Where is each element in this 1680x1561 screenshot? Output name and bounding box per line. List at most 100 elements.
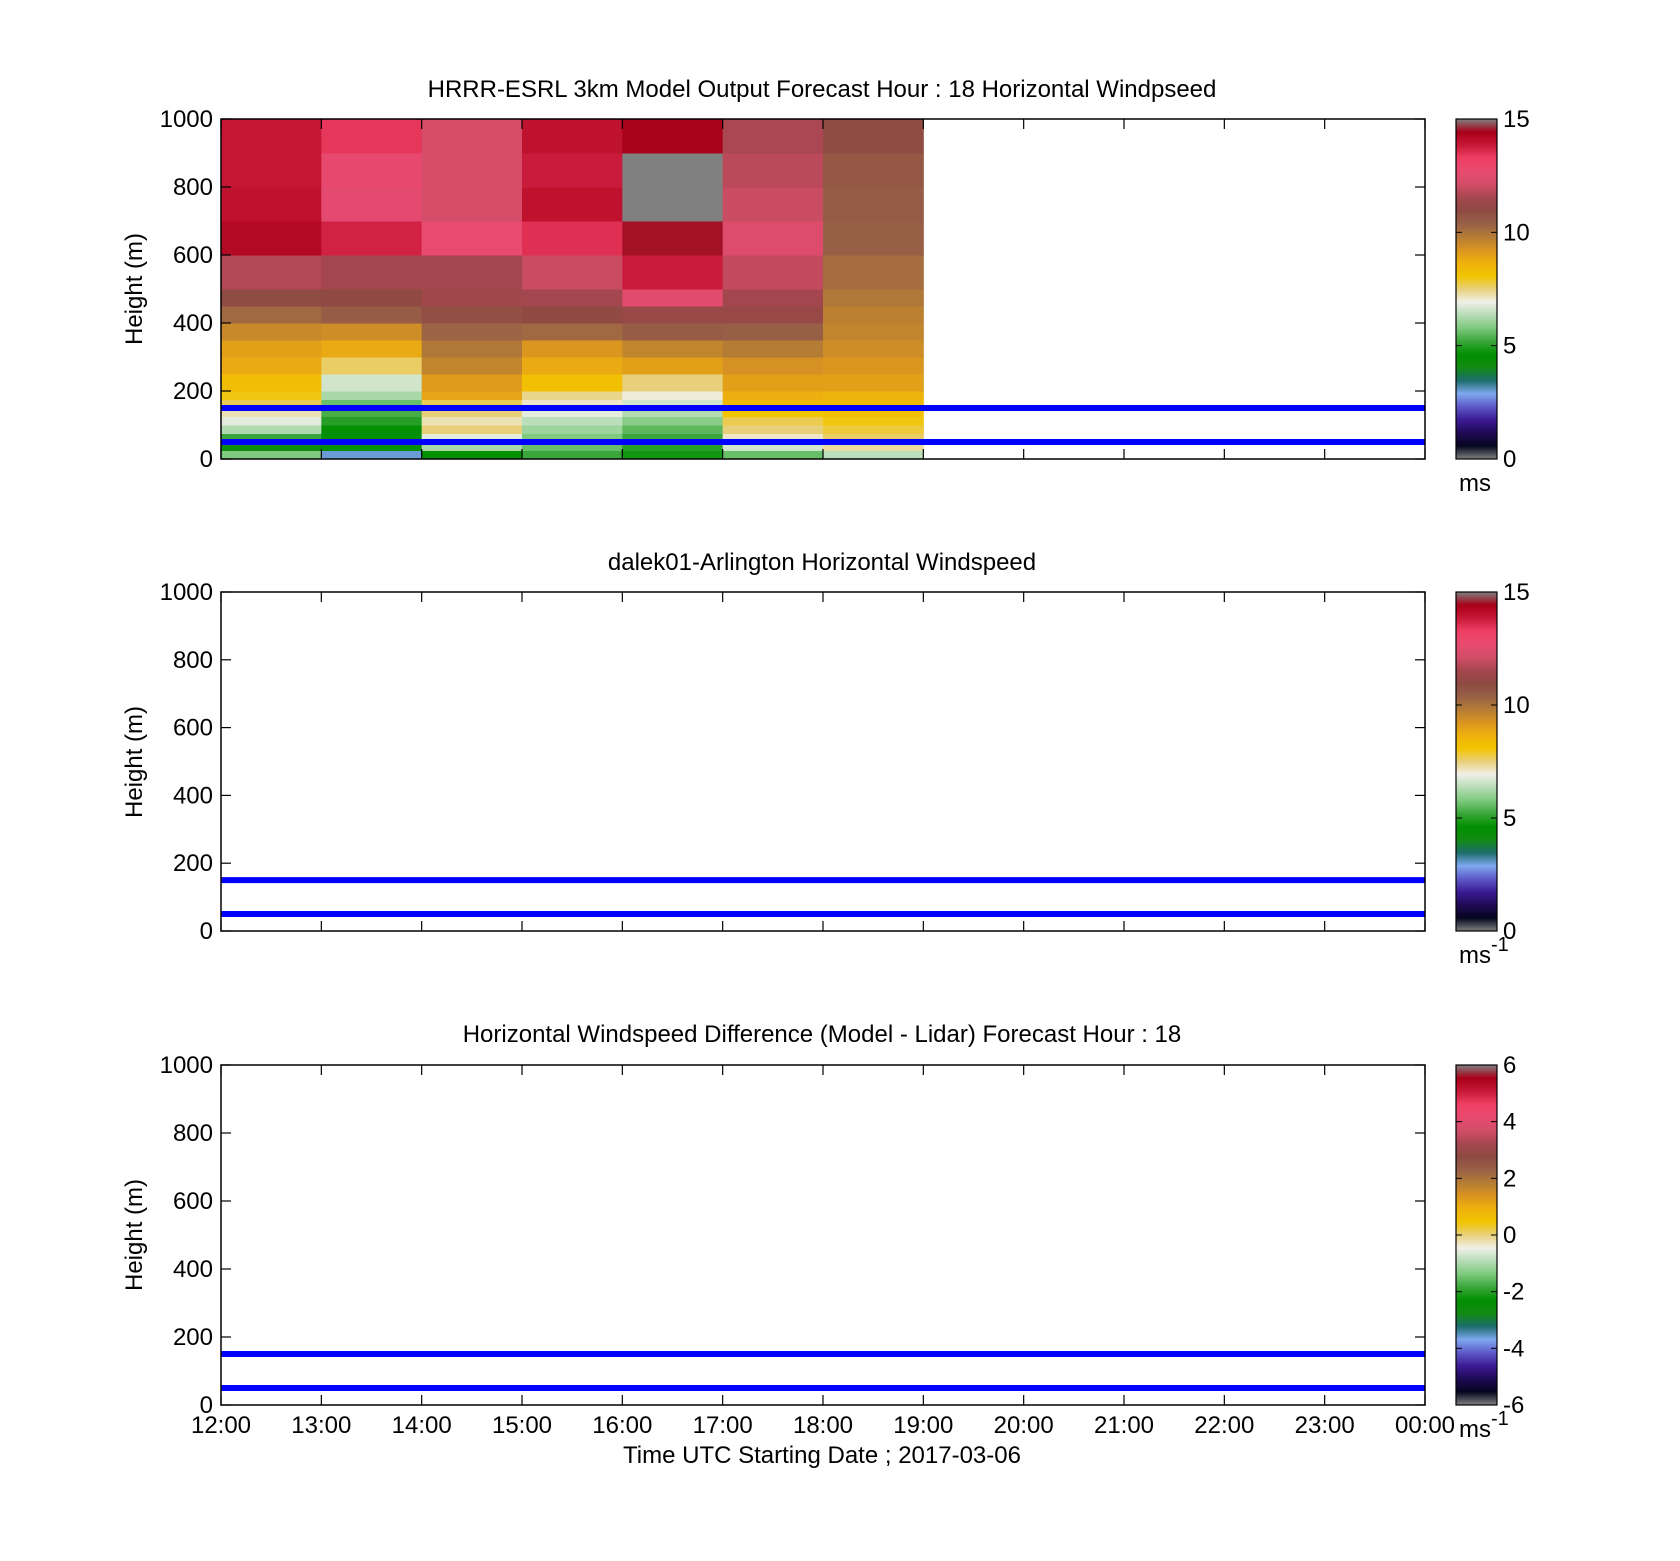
x-axis-label: Time UTC Starting Date ; 2017-03-06 [623, 1442, 1021, 1469]
y-tick-label: 200 [173, 378, 213, 405]
colorbar-tick-label: -6 [1503, 1392, 1524, 1419]
heatmap-cell [221, 255, 322, 290]
heatmap-cell [622, 450, 724, 460]
heatmap-cell [722, 340, 824, 358]
panel-lidar-y-tick-labels: 0 200 400 600 800 1000 [160, 579, 213, 945]
heatmap-cell [622, 442, 724, 451]
heatmap-cell [722, 255, 824, 290]
heatmap-cell [823, 399, 924, 409]
heatmap-cell [722, 221, 824, 256]
heatmap-cell [823, 340, 924, 358]
heatmap-cell [722, 374, 824, 392]
heatmap-cell [221, 442, 322, 451]
heatmap-cell [522, 323, 623, 341]
panel-difference-ticks [220, 1064, 1426, 1406]
y-tick-label: 0 [200, 1392, 213, 1419]
heatmap-cell [522, 450, 623, 460]
heatmap-cell [622, 391, 724, 400]
colorbar-gradient [1455, 1064, 1498, 1406]
heatmap-cell [421, 153, 523, 188]
heatmap-cell [221, 391, 322, 400]
heatmap-cell [321, 433, 423, 443]
heatmap-cell [722, 450, 824, 460]
colorbar-unit-base: ms [1459, 1416, 1491, 1443]
colorbar-tick-label: -4 [1503, 1335, 1524, 1362]
heatmap-cell [421, 187, 523, 222]
y-tick-label: 200 [173, 1324, 213, 1351]
heatmap-cell [823, 416, 924, 426]
heatmap-cell [823, 442, 924, 451]
heatmap-cell [421, 399, 523, 409]
colorbar-tick-label: 15 [1503, 579, 1530, 606]
heatmap-cell [722, 153, 824, 188]
y-tick-label: 600 [173, 242, 213, 269]
heatmap-cell [722, 408, 824, 417]
heatmap-cell [421, 450, 523, 460]
heatmap-cell [321, 306, 423, 324]
heatmap-cell [221, 187, 322, 222]
colorbar-tick-label: 2 [1503, 1165, 1516, 1192]
heatmap-cell [421, 391, 523, 400]
heatmap-cell [823, 357, 924, 375]
panel-difference-y-tick-labels: 0 200 400 600 800 1000 [160, 1052, 213, 1419]
y-tick-label: 1000 [160, 579, 213, 606]
heatmap-cell [622, 119, 724, 154]
heatmap-cell [321, 450, 423, 460]
panel-model-y-tick-labels: 0 200 400 600 800 1000 [160, 106, 213, 473]
heatmap-cell [722, 442, 824, 451]
y-tick-label: 800 [173, 1120, 213, 1147]
heatmap-cell [522, 391, 623, 400]
y-tick-label: 400 [173, 1256, 213, 1283]
heatmap-cell [823, 433, 924, 443]
heatmap-cell [522, 340, 623, 358]
heatmap-cell [823, 450, 924, 460]
heatmap-cell [622, 408, 724, 417]
heatmap-cell [522, 357, 623, 375]
heatmap-cell [622, 255, 724, 290]
heatmap-cell [522, 416, 623, 426]
heatmap-cell [622, 153, 724, 188]
heatmap-cell [522, 408, 623, 417]
heatmap-cell [321, 357, 423, 375]
heatmap-cell [622, 340, 724, 358]
y-tick-label: 1000 [160, 1052, 213, 1079]
heatmap-cell [421, 221, 523, 256]
heatmap-cell [722, 306, 824, 324]
heatmap-cell [321, 425, 423, 434]
x-tick-label: 18:00 [793, 1412, 853, 1439]
panel-model-title: HRRR-ESRL 3km Model Output Forecast Hour… [428, 76, 1217, 103]
heatmap-cell [823, 153, 924, 188]
colorbar-unit-base: ms [1459, 942, 1491, 969]
panel-lidar-ticks [220, 591, 1426, 932]
colorbar-tick-label: 4 [1503, 1109, 1516, 1136]
heatmap-cell [321, 391, 423, 400]
y-tick-label: 0 [200, 918, 213, 945]
heatmap-cell [321, 289, 423, 307]
panel-difference-colorbar: -6 -4 -2 0 2 4 6 ms-1 [1455, 1052, 1524, 1443]
heatmap-cell [823, 119, 924, 154]
heatmap-cell [421, 408, 523, 417]
heatmap-cell [522, 119, 623, 154]
x-tick-label: 12:00 [191, 1412, 251, 1439]
panel-model-y-axis-label: Height (m) [121, 233, 148, 345]
heatmap-cell [221, 306, 322, 324]
colorbar-unit: ms-1 [1459, 934, 1509, 969]
heatmap-cell [421, 374, 523, 392]
heatmap-cell [622, 289, 724, 307]
y-tick-label: 400 [173, 782, 213, 809]
y-tick-label: 600 [173, 715, 213, 742]
heatmap-cell [221, 221, 322, 256]
heatmap-cell [722, 399, 824, 409]
heatmap-cell [421, 357, 523, 375]
heatmap-cell [321, 374, 423, 392]
heatmap-cell [321, 408, 423, 417]
panel-lidar-reference-lines [221, 877, 1425, 918]
heatmap-cell [722, 425, 824, 434]
heatmap-cell [221, 323, 322, 341]
heatmap-cell [823, 306, 924, 324]
x-tick-label: 14:00 [392, 1412, 452, 1439]
heatmap-cell [622, 399, 724, 409]
heatmap-cell [421, 340, 523, 358]
colorbar-tick-label: 10 [1503, 692, 1530, 719]
colorbar-tick-label: 0 [1503, 1222, 1516, 1249]
